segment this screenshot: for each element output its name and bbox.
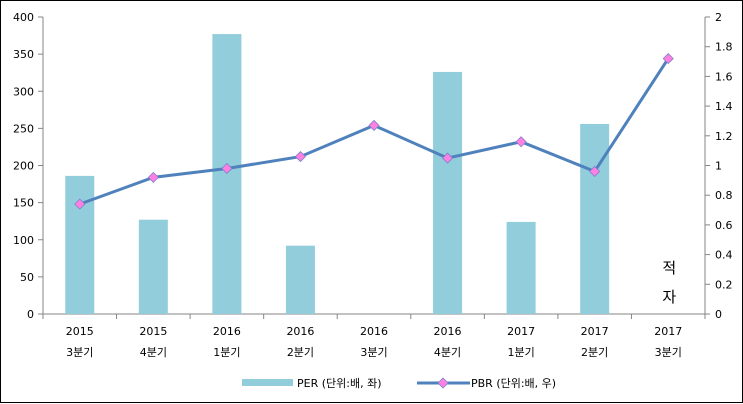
right-tick-label: 2 [715,11,722,24]
pbr-marker [221,162,233,175]
left-tick-label: 0 [27,308,34,321]
x-tick-label-year: 2016 [434,325,462,338]
left-tick-label: 250 [13,122,34,135]
left-tick-label: 100 [13,234,34,247]
right-tick-label: 0 [715,308,722,321]
right-tick-label: 0.2 [715,278,733,291]
deficit-annotation: 적 [662,259,676,277]
legend-per-swatch [242,379,293,386]
right-tick-label: 1.8 [715,41,733,54]
x-tick-label-year: 2016 [213,325,241,338]
per-bar [580,123,610,314]
right-tick-label: 0.4 [715,249,733,262]
x-tick-label-year: 2017 [507,325,535,338]
x-tick-label-quarter: 3분기 [655,346,682,359]
left-tick-label: 50 [20,271,34,284]
right-tick-label: 0.8 [715,189,733,202]
x-tick-label-quarter: 1분기 [213,346,240,359]
right-tick-label: 1.2 [715,130,733,143]
per-bar [506,221,536,314]
per-bar [285,245,315,314]
pbr-marker [294,151,307,163]
per-bar [212,34,242,314]
x-tick-label-year: 2015 [66,325,94,338]
pbr-marker [589,165,601,178]
legend-pbr-marker [437,377,449,389]
deficit-annotation: 자 [662,288,676,306]
x-tick-label-quarter: 2분기 [287,346,314,359]
x-tick-label-year: 2017 [654,325,682,338]
left-tick-label: 300 [13,85,34,98]
left-tick-label: 150 [13,197,34,210]
pbr-line [79,57,670,206]
x-tick-label-quarter: 3분기 [66,346,93,359]
x-tick-label-quarter: 3분기 [360,346,387,359]
right-tick-label: 1.4 [715,100,733,113]
pbr-marker [662,53,674,65]
x-tick-label-quarter: 1분기 [507,346,534,359]
pbr-marker [368,119,380,131]
right-tick-label: 0.6 [715,219,733,232]
x-tick-label-year: 2015 [139,325,167,338]
right-tick-label: 1 [715,160,722,173]
x-tick-label-quarter: 2분기 [581,346,608,359]
legend-per-label: PER (단위:배, 좌) [297,377,382,390]
pbr-marker [147,171,159,183]
left-tick-label: 400 [13,11,34,24]
left-tick-label: 200 [13,160,34,173]
legend-pbr-label: PBR (단위:배, 우) [471,377,556,390]
per-bar [138,219,168,314]
pbr-marker [515,136,527,148]
left-tick-label: 350 [13,48,34,61]
x-tick-label-year: 2016 [286,325,314,338]
x-tick-label-quarter: 4분기 [434,346,461,359]
per-bar [433,71,463,314]
x-tick-label-year: 2017 [581,325,609,338]
pbr-marker [441,152,454,164]
right-tick-label: 1.6 [715,70,733,83]
pbr-marker [74,198,86,210]
per-bar [65,175,95,314]
x-tick-label-quarter: 4분기 [140,346,167,359]
x-tick-label-year: 2016 [360,325,388,338]
